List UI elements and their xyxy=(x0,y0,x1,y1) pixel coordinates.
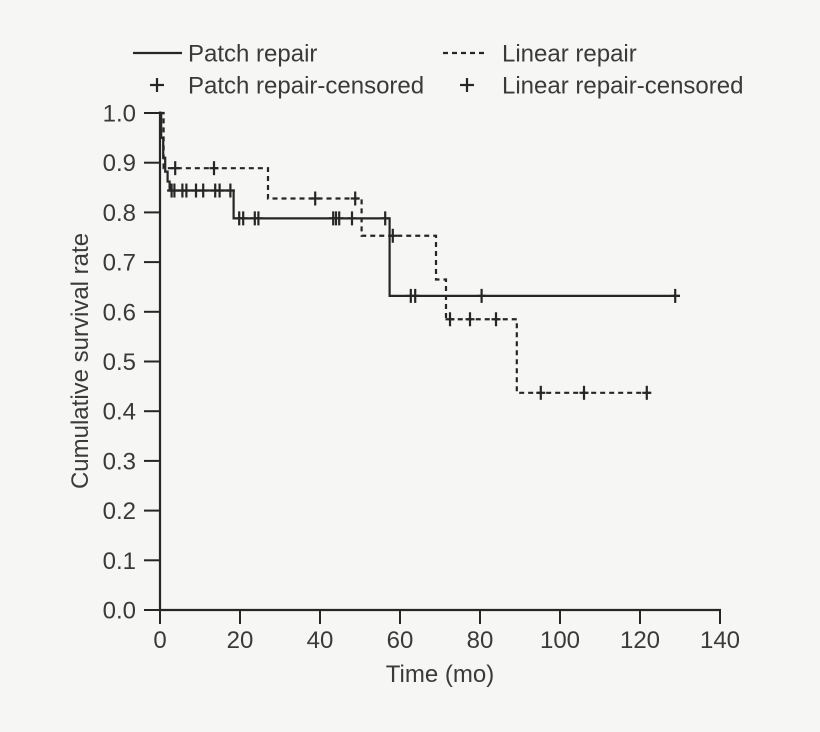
y-tick-label: 0.3 xyxy=(103,448,136,475)
censor-marks xyxy=(167,161,680,400)
x-tick-label: 0 xyxy=(153,627,166,654)
chart-legend: Patch repair Linear repair Patch repair-… xyxy=(133,41,743,100)
patch-repair-censor-mark xyxy=(253,211,263,226)
y-tick-label: 0.0 xyxy=(103,598,136,625)
x-axis-ticks: 0 20 40 60 80 100 120 140 xyxy=(153,610,740,654)
y-tick-label: 0.9 xyxy=(103,150,136,177)
x-tick-label: 60 xyxy=(387,627,414,654)
patch-repair-censor-mark xyxy=(477,288,487,303)
legend-plus-icon xyxy=(150,78,164,92)
legend-label-patch-repair: Patch repair xyxy=(188,41,317,68)
patch-repair-curve xyxy=(160,111,680,297)
y-tick-label: 0.7 xyxy=(103,250,136,277)
linear-repair-censor-mark xyxy=(209,161,219,176)
patch-repair-censor-mark xyxy=(225,183,235,198)
linear-repair-censor-mark xyxy=(536,385,546,400)
patch-repair-censor-mark xyxy=(198,183,208,198)
linear-repair-censor-mark xyxy=(642,385,652,400)
patch-repair-censor-mark xyxy=(238,211,248,226)
legend-label-linear-repair: Linear repair xyxy=(502,41,637,68)
linear-repair-censor-mark xyxy=(491,312,501,327)
linear-repair-curve xyxy=(160,111,652,394)
legend-plus-icon xyxy=(460,78,474,92)
y-tick-label: 0.1 xyxy=(103,548,136,575)
y-tick-label: 0.4 xyxy=(103,399,136,426)
y-tick-label: 0.2 xyxy=(103,498,136,525)
patch-repair-censor-mark xyxy=(380,211,390,226)
linear-repair-censor-mark xyxy=(445,312,455,327)
y-axis-title: Cumulative survival rate xyxy=(67,233,94,489)
y-tick-label: 0.8 xyxy=(103,200,136,227)
patch-repair-censor-mark xyxy=(215,183,225,198)
survival-curves xyxy=(160,111,680,394)
x-tick-label: 140 xyxy=(700,627,740,654)
x-tick-label: 20 xyxy=(227,627,254,654)
linear-repair-censor-mark xyxy=(170,161,180,176)
x-tick-label: 100 xyxy=(540,627,580,654)
patch-repair-censor-mark xyxy=(410,288,420,303)
y-tick-label: 1.0 xyxy=(103,101,136,128)
patch-repair-censor-mark xyxy=(334,211,344,226)
x-tick-label: 120 xyxy=(620,627,660,654)
patch-repair-censor-mark xyxy=(670,288,680,303)
linear-repair-censor-mark xyxy=(350,191,360,206)
linear-repair-censor-mark xyxy=(310,191,320,206)
linear-repair-censor-mark xyxy=(388,228,398,243)
patch-repair-censor-mark xyxy=(181,183,191,198)
patch-repair-censor-mark xyxy=(347,211,357,226)
y-axis-ticks: 1.0 0.9 0.8 0.7 0.6 0.5 0.4 0.3 0.2 0.1 0.0 xyxy=(103,101,160,625)
legend-label-linear-repair-censored: Linear repair-censored xyxy=(502,73,743,100)
x-tick-label: 40 xyxy=(307,627,334,654)
x-axis-title: Time (mo) xyxy=(386,661,494,688)
x-tick-label: 80 xyxy=(467,627,494,654)
linear-repair-censor-mark xyxy=(579,385,589,400)
patch-repair-censor-mark xyxy=(169,183,179,198)
y-tick-label: 0.6 xyxy=(103,299,136,326)
linear-repair-censor-mark xyxy=(465,312,475,327)
legend-label-patch-repair-censored: Patch repair-censored xyxy=(188,73,424,100)
y-tick-label: 0.5 xyxy=(103,349,136,376)
